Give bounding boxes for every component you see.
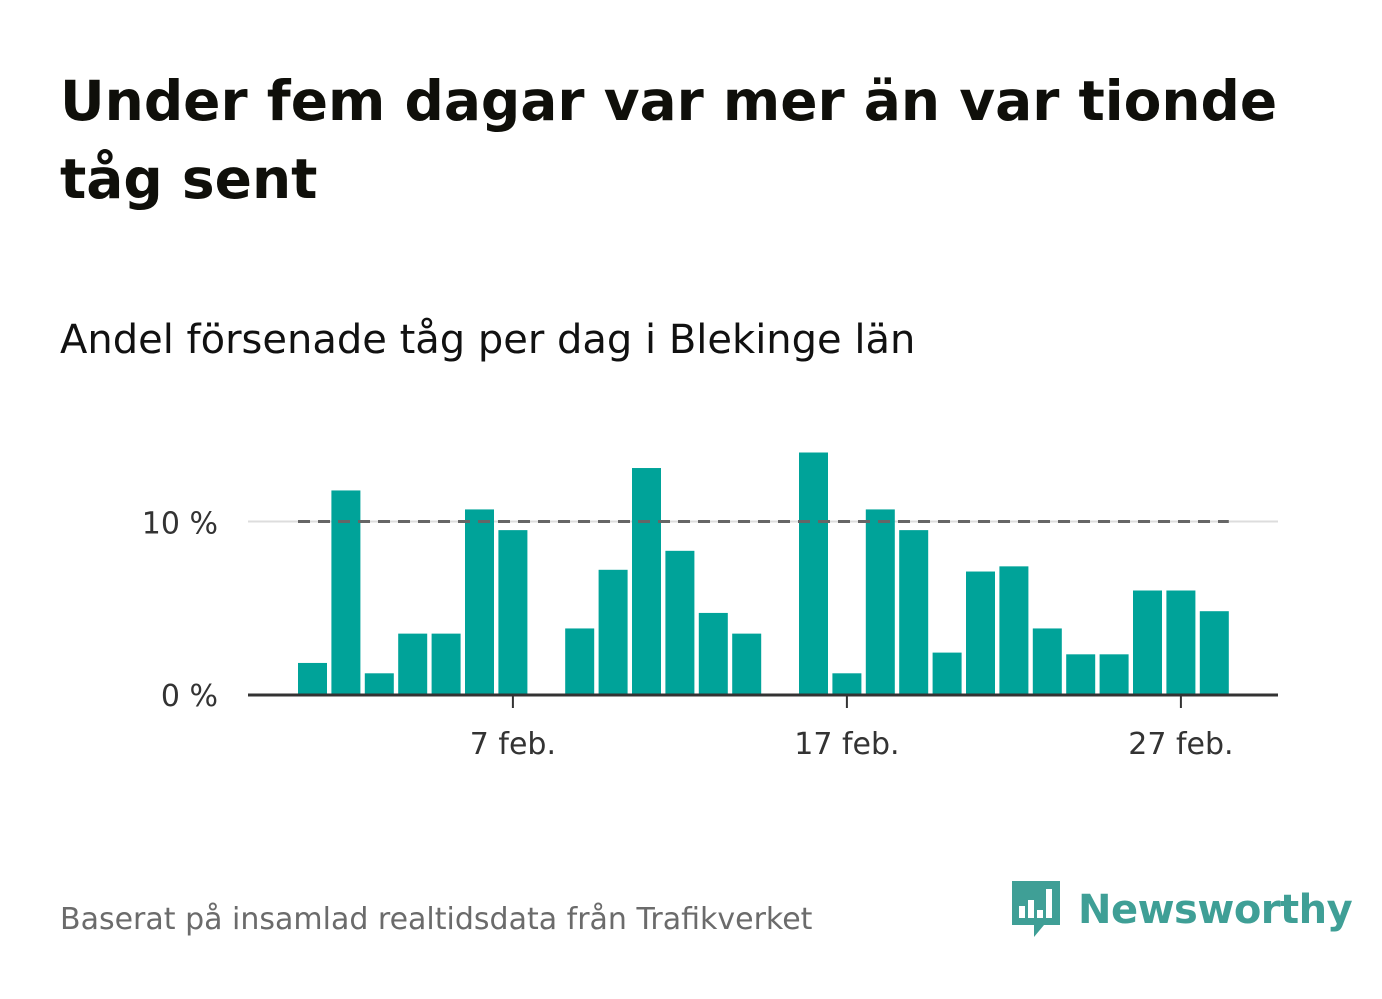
bar [932, 652, 962, 694]
bar [966, 571, 995, 694]
x-tick-label: 17 feb. [794, 727, 899, 762]
y-tick-label: 0 % [161, 679, 218, 714]
bar [1066, 654, 1096, 694]
bar [565, 628, 595, 694]
bars-layer [298, 452, 1229, 694]
bar [865, 509, 895, 694]
bar [832, 673, 862, 694]
bar [665, 550, 695, 694]
bar [732, 633, 762, 694]
bar [899, 530, 929, 694]
bar [999, 566, 1029, 694]
axis-layer: 0 % 10 % 7 feb. 17 feb. 27 feb. [142, 507, 1278, 762]
bar [1032, 628, 1062, 694]
x-tick-label: 7 feb. [470, 727, 556, 762]
bar [1133, 590, 1162, 694]
bar [298, 662, 327, 694]
bar [1199, 611, 1229, 694]
bar [364, 673, 394, 694]
brand-logo: Newsworthy [1010, 878, 1353, 942]
source-note: Baserat på insamlad realtidsdata från Tr… [60, 902, 813, 937]
chart-subtitle: Andel försenade tåg per dag i Blekinge l… [60, 317, 916, 363]
chart-title: Under fem dagar var mer än var tionde tå… [60, 69, 1278, 211]
bar [498, 530, 528, 694]
bar [799, 452, 828, 694]
bar [632, 468, 661, 694]
bar [1099, 654, 1129, 694]
bar [1166, 590, 1196, 694]
bar [398, 633, 428, 694]
bar [698, 612, 728, 694]
bar-chart-speech-bubble-icon [1012, 881, 1060, 937]
brand-name: Newsworthy [1078, 887, 1353, 933]
bar [431, 633, 461, 694]
y-tick-label: 10 % [142, 507, 218, 542]
x-tick-label: 27 feb. [1128, 727, 1233, 762]
bar [598, 569, 628, 694]
bar [331, 490, 361, 694]
bar [465, 509, 494, 694]
